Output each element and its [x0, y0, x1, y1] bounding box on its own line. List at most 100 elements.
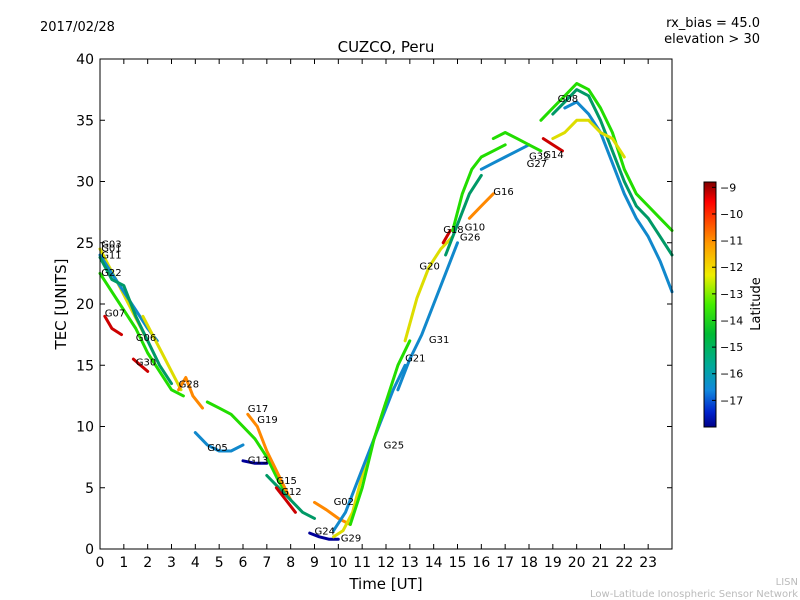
- colorbar-tick-label: −15: [720, 341, 743, 354]
- satellite-label: G27: [527, 159, 547, 170]
- x-tick-label: 10: [329, 555, 347, 571]
- x-tick-label: 8: [286, 555, 295, 571]
- satellite-label: G18: [443, 225, 463, 236]
- series-line-g13: [241, 459, 269, 465]
- colorbar-tick-label: −12: [720, 261, 743, 274]
- satellite-label: G11: [101, 251, 121, 262]
- satellite-label: G08: [558, 94, 578, 105]
- series-line-g26: [444, 173, 483, 257]
- x-tick-label: 7: [262, 555, 271, 571]
- satellite-label: G21: [405, 354, 425, 365]
- satellite-label: G02: [334, 497, 354, 508]
- colorbar-tick-label: −17: [720, 394, 743, 407]
- satellite-label: G31: [429, 335, 449, 346]
- series-line-g08: [539, 82, 674, 232]
- series-line-g05: [193, 431, 245, 453]
- satellite-label: G13: [248, 455, 268, 466]
- x-tick-label: 22: [615, 555, 633, 571]
- series-line-g14: [541, 137, 564, 153]
- satellite-label: G28: [179, 379, 199, 390]
- x-tick-label: 19: [544, 555, 562, 571]
- x-tick-label: 6: [239, 555, 248, 571]
- series-line-g32: [491, 131, 543, 153]
- rx-bias-label: rx_bias = 45.0: [666, 16, 760, 31]
- satellite-label: G16: [493, 187, 513, 198]
- y-tick-label: 35: [76, 113, 94, 129]
- plot-series: [98, 82, 674, 541]
- colorbar-tick-label: −9: [720, 181, 736, 194]
- series-line-g17: [205, 400, 293, 502]
- satellite-label: G29: [341, 534, 361, 545]
- series-line-g11: [98, 255, 173, 386]
- x-tick-label: 14: [425, 555, 443, 571]
- date-label: 2017/02/28: [40, 20, 115, 35]
- x-tick-label: 0: [96, 555, 105, 571]
- satellite-label: G15: [276, 476, 296, 487]
- colorbar-tick-label: −14: [720, 314, 743, 327]
- satellite-label: G10: [465, 223, 485, 234]
- series-line-g30: [131, 357, 150, 373]
- series-line-track-31: [551, 118, 626, 159]
- footer-lisn: LISN: [776, 577, 798, 588]
- y-axis-label: TEC [UNITS]: [52, 259, 70, 351]
- elevation-label: elevation > 30: [664, 32, 760, 47]
- x-tick-label: 18: [520, 555, 538, 571]
- series-line-g02: [313, 500, 352, 526]
- y-tick-label: 20: [76, 297, 94, 313]
- satellite-label: G05: [207, 443, 227, 454]
- y-tick-label: 5: [85, 481, 94, 497]
- colorbar-tick-label: −16: [720, 368, 743, 381]
- x-tick-label: 21: [592, 555, 610, 571]
- footer-network: Low-Latitude Ionospheric Sensor Network: [590, 589, 798, 600]
- y-axis-ticks: 0 5 10 15 20 25 30 35 40: [76, 52, 672, 558]
- y-tick-label: 30: [76, 175, 94, 191]
- satellite-label: G06: [136, 333, 156, 344]
- series-line-g31: [396, 241, 459, 392]
- satellite-label: G26: [460, 232, 480, 243]
- series-line-g19: [246, 412, 293, 502]
- x-tick-label: 15: [449, 555, 467, 571]
- series-line-g18: [441, 229, 452, 245]
- x-tick-label: 1: [119, 555, 128, 571]
- colorbar-tick-label: −13: [720, 288, 743, 301]
- x-tick-label: 4: [191, 555, 200, 571]
- satellite-label: G20: [419, 262, 439, 273]
- y-tick-label: 25: [76, 236, 94, 252]
- series-line-g25: [332, 363, 407, 533]
- chart-title: CUZCO, Peru: [338, 38, 435, 56]
- series-line-g21: [348, 339, 412, 526]
- y-tick-label: 10: [76, 420, 94, 436]
- colorbar: [703, 181, 717, 428]
- series-line-track-30: [563, 100, 674, 294]
- y-tick-label: 40: [76, 52, 94, 68]
- series-line-g27: [479, 143, 531, 171]
- series-line-g06: [141, 314, 183, 392]
- colorbar-ticks: −9 −10 −11 −12 −13 −14 −15 −16 −17: [712, 181, 743, 407]
- series-line-g10: [451, 143, 507, 232]
- series-line-g20: [403, 235, 455, 343]
- colorbar-tick-label: −10: [720, 208, 743, 221]
- satellite-labels: G03G01G11G22G07G06G30G28G05G13G17G19G15G…: [101, 94, 578, 545]
- plot-frame: [99, 58, 673, 550]
- series-line-g12: [274, 486, 297, 514]
- series-line-g07: [103, 314, 123, 337]
- satellite-label: G01: [101, 243, 121, 254]
- colorbar-tick-label: −11: [720, 235, 743, 248]
- y-tick-label: 0: [85, 542, 94, 558]
- satellite-label: G24: [315, 526, 335, 537]
- y-tick-label: 15: [76, 358, 94, 374]
- x-tick-label: 5: [215, 555, 224, 571]
- x-axis-ticks: 0 1 2 3 4 5 6 7 8 9 10 11 12 13 14 15 16 17 18 19 20 21 22 23: [96, 59, 657, 571]
- series-line-track-29: [551, 88, 674, 257]
- x-tick-label: 13: [401, 555, 419, 571]
- satellite-label: G03: [101, 240, 121, 251]
- x-tick-label: 16: [472, 555, 490, 571]
- satellite-label: G07: [105, 308, 125, 319]
- x-tick-label: 9: [310, 555, 319, 571]
- x-tick-label: 11: [353, 555, 371, 571]
- series-line-g16: [467, 192, 495, 220]
- satellite-label: G12: [281, 487, 301, 498]
- x-tick-label: 2: [143, 555, 152, 571]
- x-tick-label: 23: [639, 555, 657, 571]
